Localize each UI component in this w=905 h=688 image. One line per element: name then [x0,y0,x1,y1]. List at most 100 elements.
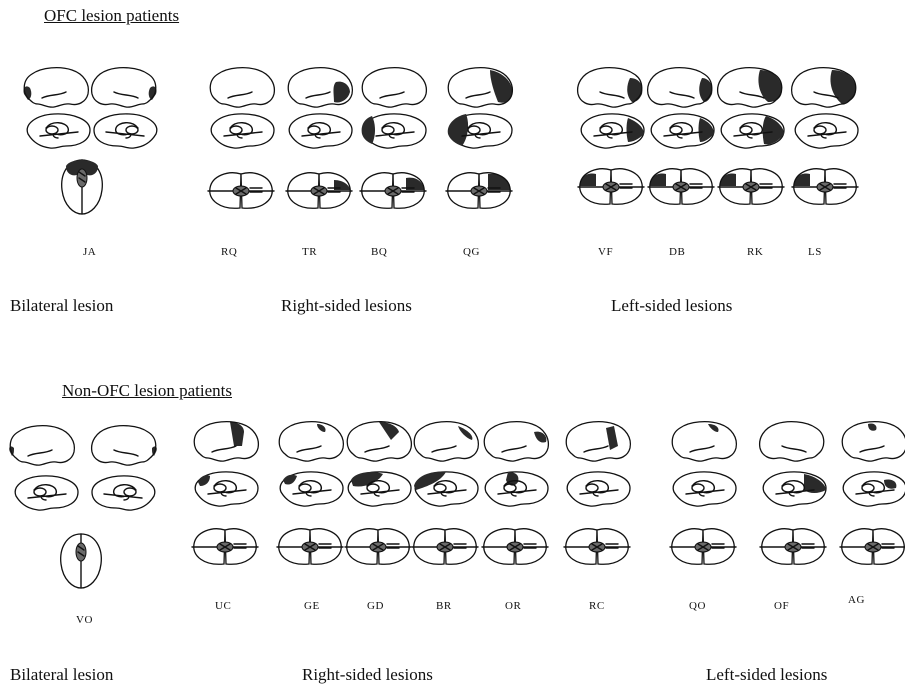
sulcus-line [669,91,695,99]
brain-VO-lateral-left [9,425,76,466]
patient-label-RQ: RQ [221,246,238,258]
brainstem-hatch [605,183,617,191]
brain-outline [646,67,713,108]
lesion-area [351,472,383,487]
sulcus-line [296,445,322,453]
lesion-area [447,114,469,146]
brain-JA-medial-left [26,113,91,149]
brain-OF-ventral [759,528,827,565]
brain-QG-ventral [445,172,513,209]
patient-label-GE: GE [304,600,320,612]
brain-VF-lateral [576,67,643,108]
brainstem-line [733,131,773,137]
optic-nerve-line [401,187,415,193]
hemisphere-right [610,168,643,205]
brainstem-line [375,131,415,137]
sulcus-line [113,91,139,99]
lesion-area [148,86,157,100]
optic-nerve-line [711,543,725,549]
brain-BR-medial [414,471,479,507]
brain-outline [193,421,260,462]
brain-QO-ventral [669,528,737,565]
brain-outline [91,475,156,511]
brain-AG-lateral [841,421,905,462]
brain-TR-ventral [285,172,353,209]
patient-label-QG: QG [463,246,480,258]
thalamus-line [125,125,139,135]
lesion-area [333,81,350,103]
brain-TR-medial [288,113,353,149]
patient-label-BQ: BQ [371,246,388,258]
brain-outline [9,425,76,466]
brain-RQ-medial [210,113,275,149]
brain-RK-ventral [717,168,785,205]
brain-RK-medial [720,113,785,149]
brain-outline [672,471,737,507]
brain-outline [90,425,157,466]
patient-label-OF: OF [774,600,790,612]
lesion-area [230,422,244,446]
hemisphere-right [318,172,351,209]
brain-BR-ventral [411,528,479,565]
non-ofc-section-title: Non-OFC lesion patients [62,381,232,400]
sulcus-line [859,445,885,453]
brain-OR-medial [484,471,549,507]
patient-label-RC: RC [589,600,605,612]
brainstem-hatch [78,171,86,183]
brain-outline [288,113,353,149]
thalamus-line [123,487,137,497]
brain-RC-lateral [565,421,632,462]
hemisphere-right [392,172,425,209]
brain-JA-lateral-right [90,67,157,108]
brain-BR-lateral [413,421,480,462]
brain-outline [209,67,276,108]
brain-QO-lateral [671,421,738,462]
lesion-area [488,173,511,190]
optic-nerve-line [605,543,619,549]
optic-nerve-line [759,183,773,189]
optic-nerve-line [249,187,263,193]
brain-QG-lateral [447,67,514,108]
brainstem-hatch [745,183,757,191]
brain-outline [484,471,549,507]
patient-label-LS: LS [808,246,822,258]
optic-nerve-line [801,543,815,549]
brainstem-line [223,131,263,137]
brain-UC-lateral [193,421,260,462]
ofc-right-caption: Right-sided lesions [281,296,412,315]
lesion-area [317,424,326,432]
hemisphere-left [793,168,826,205]
brain-JA-lateral-left [23,67,90,108]
thalamus-line [813,125,827,135]
lesion-area [379,422,399,440]
lesion-area [66,160,98,176]
optic-nerve-line [487,187,501,193]
sulcus-line [305,91,331,99]
brain-outline [210,113,275,149]
sulcus-line [465,91,491,99]
brain-TR-lateral [287,67,354,108]
thalamus-line [503,483,517,493]
patient-label-DB: DB [669,246,686,258]
lesion-area [198,475,210,486]
lesion-area [414,471,446,490]
non-ofc-bilateral-caption: Bilateral lesion [10,665,114,684]
thalamus-line [861,483,875,493]
thalamus-line [691,483,705,493]
brain-VO-medial-right [91,475,156,511]
brain-BQ-lateral [361,67,428,108]
brainstem-hatch [867,543,879,551]
hemisphere-right [750,168,783,205]
brainstem-hatch [77,545,85,557]
brainstem-line [593,131,633,137]
brain-OR-ventral [481,528,549,565]
brain-VO-lateral-right [90,425,157,466]
brain-BQ-ventral [359,172,427,209]
brainstem-hatch [304,543,316,551]
brainstem-line [497,489,537,495]
brain-OF-medial [762,471,827,507]
brain-DB-medial [650,113,715,149]
thalamus-line [433,483,447,493]
sulcus-line [599,91,625,99]
brain-JA-medial-right [93,113,158,149]
